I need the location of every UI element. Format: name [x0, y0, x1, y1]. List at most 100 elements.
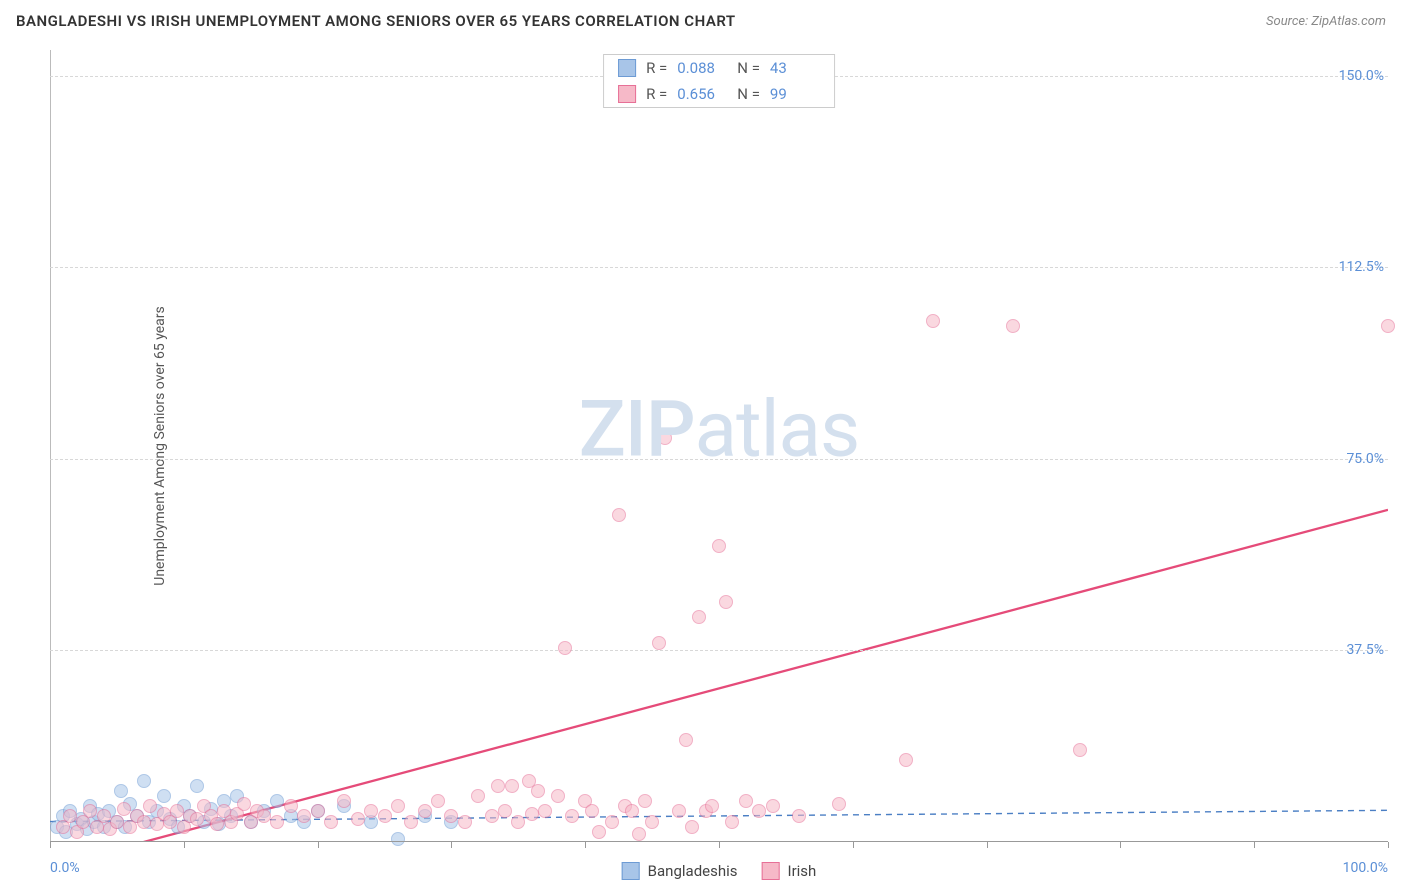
legend-correlation-row: R = 0.088 N = 43 [604, 55, 834, 81]
legend-series-label: Irish [788, 862, 817, 880]
data-point [739, 794, 753, 808]
data-point [284, 799, 298, 813]
data-point [137, 815, 151, 829]
legend-swatch [618, 85, 636, 103]
data-point [297, 809, 311, 823]
data-point [491, 779, 505, 793]
legend-R-label: R = [646, 59, 667, 77]
data-point [538, 804, 552, 818]
data-point [638, 794, 652, 808]
plot-region: 37.5% 75.0% 112.5% 150.0% [50, 50, 1388, 842]
data-point [311, 804, 325, 818]
data-point [1381, 319, 1395, 333]
y-tick-label: 112.5% [1339, 259, 1384, 275]
data-point [498, 804, 512, 818]
data-point [632, 827, 646, 841]
x-tick [184, 842, 185, 848]
legend-R-value: 0.088 [677, 59, 727, 77]
x-tick [719, 842, 720, 848]
legend-N-value: 99 [770, 85, 820, 103]
legend-N-label: N = [737, 85, 760, 103]
data-point [752, 804, 766, 818]
data-point [210, 817, 224, 831]
legend-swatch [618, 59, 636, 77]
trendlines-svg [50, 50, 1388, 842]
x-tick [853, 842, 854, 848]
x-tick [318, 842, 319, 848]
data-point [658, 431, 672, 445]
legend-swatch [762, 862, 780, 880]
data-point [612, 508, 626, 522]
x-tick [585, 842, 586, 848]
y-tick-label: 150.0% [1339, 68, 1384, 84]
data-point [1006, 319, 1020, 333]
data-point [190, 812, 204, 826]
data-point [652, 636, 666, 650]
data-point [431, 794, 445, 808]
data-point [190, 779, 204, 793]
legend-R-value: 0.656 [677, 85, 727, 103]
data-point [391, 799, 405, 813]
data-point [525, 807, 539, 821]
data-point [672, 804, 686, 818]
data-point [625, 804, 639, 818]
data-point [692, 610, 706, 624]
y-tick-label: 75.0% [1346, 451, 1384, 467]
data-point [712, 539, 726, 553]
x-tick [451, 842, 452, 848]
data-point [270, 794, 284, 808]
legend-series: Bangladeshis Irish [622, 862, 817, 880]
legend-N-label: N = [737, 59, 760, 77]
chart-area: Unemployment Among Seniors over 65 years… [50, 50, 1388, 842]
source-label: Source: ZipAtlas.com [1266, 14, 1386, 29]
y-tick-label: 37.5% [1346, 642, 1384, 658]
data-point [324, 815, 338, 829]
grid-line [50, 650, 1388, 651]
legend-correlation-row: R =0.656N =99 [604, 81, 834, 107]
data-point [899, 753, 913, 767]
data-point [585, 804, 599, 818]
x-tick [1120, 842, 1121, 848]
data-point [83, 804, 97, 818]
data-point [792, 809, 806, 823]
data-point [531, 784, 545, 798]
x-tick [1388, 842, 1389, 848]
data-point [832, 797, 846, 811]
legend-swatch [622, 862, 640, 880]
data-point [404, 815, 418, 829]
legend-series-label: Bangladeshis [648, 862, 738, 880]
legend-series-item: Irish [762, 862, 817, 880]
data-point [511, 815, 525, 829]
x-tick [1254, 842, 1255, 848]
data-point [485, 809, 499, 823]
x-tick-label: 100.0% [1343, 860, 1388, 876]
data-point [237, 797, 251, 811]
data-point [351, 812, 365, 826]
data-point [444, 809, 458, 823]
chart-title: BANGLADESHI VS IRISH UNEMPLOYMENT AMONG … [16, 12, 736, 30]
data-point [685, 820, 699, 834]
data-point [471, 789, 485, 803]
data-point [926, 314, 940, 328]
data-point [458, 815, 472, 829]
data-point [592, 825, 606, 839]
data-point [114, 784, 128, 798]
data-point [337, 794, 351, 808]
data-point [270, 815, 284, 829]
grid-line [50, 459, 1388, 460]
trend-line [144, 510, 1388, 842]
data-point [170, 804, 184, 818]
x-axis: 0.0%100.0% [50, 841, 1388, 842]
data-point [645, 815, 659, 829]
data-point [157, 789, 171, 803]
data-point [143, 799, 157, 813]
data-point [110, 815, 124, 829]
data-point [766, 799, 780, 813]
data-point [117, 802, 131, 816]
data-point [391, 832, 405, 846]
data-point [719, 595, 733, 609]
x-tick-label: 0.0% [50, 860, 80, 876]
data-point [679, 733, 693, 747]
legend-N-value: 43 [770, 59, 820, 77]
data-point [378, 809, 392, 823]
